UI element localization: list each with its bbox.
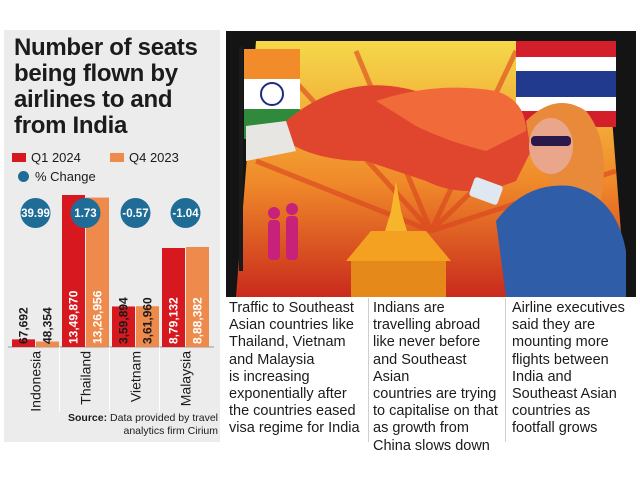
bar-chart: 67,692 48,354 39.99 Indonesia 13,49,870 13,26…: [8, 195, 214, 412]
category-label-vietnam: Vietnam: [128, 351, 144, 402]
temple: [346, 181, 451, 297]
text-column-1-line: Asian countries like: [229, 317, 354, 334]
bar-q1-malaysia: [162, 248, 185, 347]
text-column-2-line: China slows down: [373, 437, 490, 454]
chart-panel: Number of seats being flown by airlines …: [4, 30, 220, 442]
legend-q1-swatch: [12, 153, 26, 162]
text-column-2-line: like never before: [373, 334, 481, 351]
value-label-q4-vietnam: 3,61,960: [141, 297, 155, 344]
text-column-3-line: footfall grows: [512, 420, 598, 437]
legend-change-dot: [18, 171, 29, 182]
chart-title-line-3: airlines to and: [14, 86, 173, 113]
chart-title-line-1: Number of seats: [14, 34, 198, 61]
handshake: [246, 85, 536, 191]
pct-change-bubble-vietnam: [120, 198, 151, 228]
text-column-1-line: Traffic to Southeast: [229, 300, 354, 316]
pct-change-label-indonesia: 39.99: [21, 208, 50, 220]
column-divider-2: [505, 298, 506, 442]
bar-q4-vietnam: [136, 306, 159, 347]
text-column-3-line: countries as: [512, 403, 591, 420]
category-label-thailand: Thailand: [78, 351, 94, 405]
pct-change-bubble-malaysia: [170, 198, 201, 228]
source-text: Data provided by travel analytics firm C…: [110, 412, 218, 437]
text-column-1-line: visa regime for India: [229, 420, 360, 437]
text-column-1-line: and Malaysia: [229, 351, 315, 368]
value-label-q4-malaysia: 8,88,382: [191, 297, 205, 344]
value-label-q4-indonesia: 48,354: [41, 307, 55, 344]
text-column-3-line: Southeast Asian: [512, 386, 617, 403]
text-column-2-line: and Southeast Asian: [373, 351, 467, 385]
legend-q4-swatch: [110, 153, 124, 162]
text-column-2-line: travelling abroad: [373, 317, 481, 334]
text-column-3-line: said they are: [512, 317, 596, 334]
legend-q4: Q4 2023: [110, 150, 179, 165]
text-column-1-line: is increasing: [229, 368, 310, 385]
text-column-3: Airline executives said they are mountin…: [512, 300, 638, 438]
legend-change-label: % Change: [35, 169, 96, 184]
chart-title-line-2: being flown by: [14, 60, 178, 87]
value-label-q1-thailand: 13,49,870: [67, 290, 81, 344]
pct-change-bubble-indonesia: [20, 198, 51, 228]
value-label-q4-thailand: 13,26,956: [91, 290, 105, 344]
bar-q4-malaysia: [186, 246, 209, 347]
text-column-2-line: as growth from: [373, 420, 469, 437]
bar-q1-indonesia: [12, 339, 35, 347]
legend-change: % Change: [18, 169, 96, 184]
text-column-3-line: flights between: [512, 351, 609, 368]
category-label-indonesia: Indonesia: [28, 351, 44, 412]
handshake-illustration: [226, 31, 636, 297]
value-label-q1-indonesia: 67,692: [17, 307, 31, 344]
text-column-1-line: Thailand, Vietnam: [229, 334, 346, 351]
text-column-3-line: mounting more: [512, 334, 609, 351]
source-label: Source:: [68, 412, 108, 424]
legend-q4-label: Q4 2023: [129, 150, 179, 165]
text-column-1-line: the countries eased: [229, 403, 356, 420]
legend-q1-label: Q1 2024: [31, 150, 81, 165]
value-label-q1-vietnam: 3,59,894: [117, 297, 131, 344]
text-column-1-line: exponentially after: [229, 386, 347, 403]
bar-q1-vietnam: [112, 306, 135, 347]
text-column-2: Indians are travelling abroad like never…: [373, 300, 504, 455]
value-label-q1-malaysia: 8,79,132: [167, 297, 181, 344]
column-divider-1: [368, 298, 369, 442]
chart-title-line-4: from India: [14, 112, 128, 139]
bar-q4-thailand: [86, 197, 109, 347]
chart-source: Source: Data provided by travel analytic…: [28, 412, 218, 438]
traveller-woman: [469, 103, 626, 297]
legend-q1: Q1 2024: [12, 150, 81, 165]
pct-change-label-thailand: 1.73: [74, 208, 96, 220]
text-column-1: Traffic to Southeast Asian countries lik…: [229, 300, 367, 438]
silhouette-couple: [268, 203, 298, 260]
text-column-3-line: Airline executives: [512, 300, 625, 316]
bar-q4-indonesia: [36, 341, 59, 347]
text-column-2-line: to capitalise on that: [373, 403, 498, 420]
pct-change-label-malaysia: -1.04: [172, 208, 199, 220]
text-column-2-line: Indians are: [373, 300, 445, 316]
category-label-malaysia: Malaysia: [178, 351, 194, 406]
pct-change-label-vietnam: -0.57: [122, 208, 148, 220]
text-column-2-line: countries are trying: [373, 386, 497, 403]
pct-change-bubble-thailand: [70, 198, 101, 228]
bar-q1-thailand: [62, 195, 85, 347]
text-column-3-line: India and: [512, 368, 572, 385]
